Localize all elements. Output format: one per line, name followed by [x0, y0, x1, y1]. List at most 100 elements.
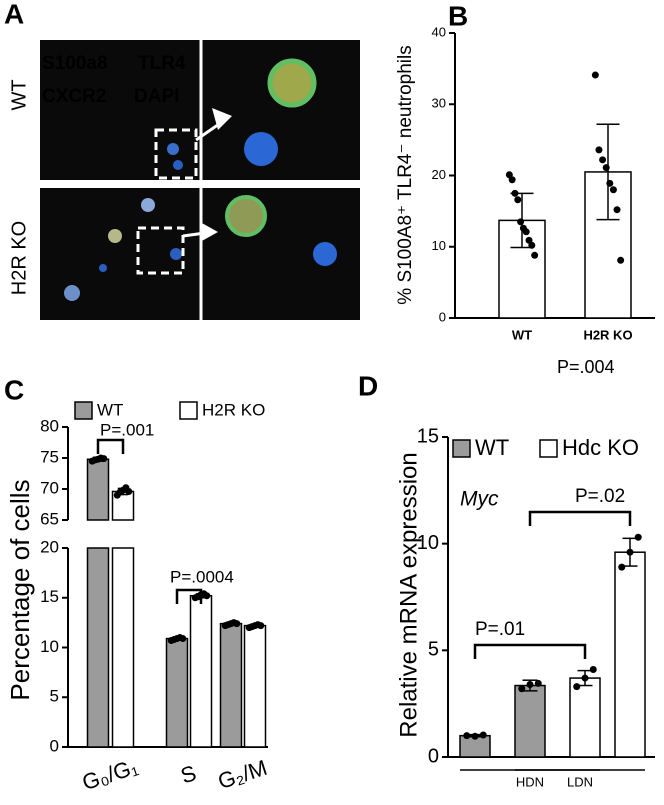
bar: [86, 547, 110, 748]
data-point: [634, 533, 642, 541]
bar: [165, 637, 189, 748]
stain-label: S100a8: [42, 53, 108, 74]
data-point: [526, 680, 534, 688]
x-tick-label: S: [178, 760, 200, 788]
legend-swatch: [452, 439, 471, 458]
data-point: [463, 732, 471, 740]
legend-label: Hdc KO: [562, 435, 639, 460]
data-point: [573, 683, 581, 691]
x-tick-label: WT: [512, 327, 532, 342]
y-tick-label: 15: [417, 425, 439, 447]
data-point: [479, 731, 487, 739]
arrow-head: [200, 222, 218, 242]
cell: [313, 242, 337, 266]
x-tick-label: G₀/G₁: [79, 754, 141, 795]
data-point: [528, 241, 536, 249]
stain-label: TLR4: [138, 53, 186, 74]
data-point: [599, 156, 607, 164]
y-axis-label: Percentage of cells: [5, 479, 35, 700]
bar: [514, 684, 546, 758]
y-tick-label: 5: [50, 687, 59, 706]
data-point: [534, 679, 542, 687]
annotation: Myc: [460, 488, 499, 511]
panel-letter: B: [448, 0, 468, 31]
bar: [243, 624, 267, 748]
cell: [170, 248, 182, 260]
annotation: P=.01: [475, 619, 525, 640]
data-point: [581, 674, 589, 682]
stain-label: CXCR2: [42, 86, 106, 107]
stain-label: DAPI: [134, 86, 179, 107]
x-tick-label: H2R KO: [583, 327, 632, 342]
annotation: P=.001: [100, 420, 154, 439]
y-tick-label: 65: [40, 509, 59, 528]
data-point: [514, 196, 522, 204]
cell: [244, 132, 278, 166]
data-point: [591, 71, 599, 79]
bar: [219, 622, 243, 748]
data-point: [203, 592, 211, 600]
significance-bracket: [175, 588, 203, 604]
data-point: [471, 732, 479, 740]
y-tick-label: 5: [428, 639, 439, 661]
data-point: [511, 189, 519, 197]
data-point: [606, 179, 614, 187]
y-tick-label: 20: [40, 537, 59, 556]
y-tick-label: 10: [40, 637, 59, 656]
data-point: [508, 176, 516, 184]
cell: [99, 264, 107, 272]
cell: [64, 285, 80, 301]
cell: [167, 143, 179, 155]
bar: [189, 595, 213, 748]
y-tick-label: 15: [40, 587, 59, 606]
row-label: H2R KO: [8, 221, 30, 295]
legend-swatch: [74, 401, 93, 420]
panel-a: A WT H2R KO S100a8 TLR4 CXCR2 DAPI: [4, 0, 360, 320]
cell: [173, 160, 183, 170]
legend-label: WT: [97, 400, 123, 419]
data-point: [613, 206, 621, 214]
y-tick-label: 10: [432, 238, 446, 253]
data-point: [100, 455, 108, 463]
data-point: [257, 622, 265, 630]
y-tick-label: 20: [432, 167, 446, 182]
data-point: [522, 228, 530, 236]
data-point: [618, 563, 626, 571]
legend-swatch: [539, 439, 558, 458]
data-point: [179, 635, 187, 643]
arrow-head: [212, 108, 232, 130]
bar: [111, 547, 135, 748]
panel-letter: A: [4, 0, 24, 29]
bar: [86, 458, 110, 521]
row-label: WT: [8, 79, 30, 110]
cell: [108, 229, 122, 243]
panel-letter: D: [358, 370, 378, 401]
y-tick-label: 0: [50, 736, 59, 755]
x-tick-label: LDN: [567, 774, 593, 789]
bar: [569, 677, 601, 758]
zoom-box: [136, 226, 185, 275]
legend-label: H2R KO: [202, 400, 265, 419]
annotation: P=.02: [575, 486, 625, 507]
cell: [267, 58, 317, 108]
data-point: [617, 256, 625, 264]
x-tick-label: G₂/M: [215, 755, 270, 794]
y-axis-label: Relative mRNA expression: [395, 452, 422, 737]
significance-bracket: [473, 643, 587, 659]
data-point: [609, 186, 617, 194]
data-point: [589, 666, 597, 674]
data-point: [517, 218, 525, 226]
data-point: [125, 487, 133, 495]
data-point: [595, 146, 603, 154]
panel-letter: C: [4, 374, 24, 405]
y-tick-label: 10: [417, 532, 439, 554]
annotation: P=.0004: [170, 567, 234, 586]
y-tick-label: 40: [432, 24, 446, 39]
y-tick-label: 80: [40, 416, 59, 435]
legend-swatch: [179, 401, 198, 420]
significance-bracket: [528, 510, 632, 526]
data-point: [233, 620, 241, 628]
y-tick-label: 75: [40, 447, 59, 466]
data-point: [602, 164, 610, 172]
